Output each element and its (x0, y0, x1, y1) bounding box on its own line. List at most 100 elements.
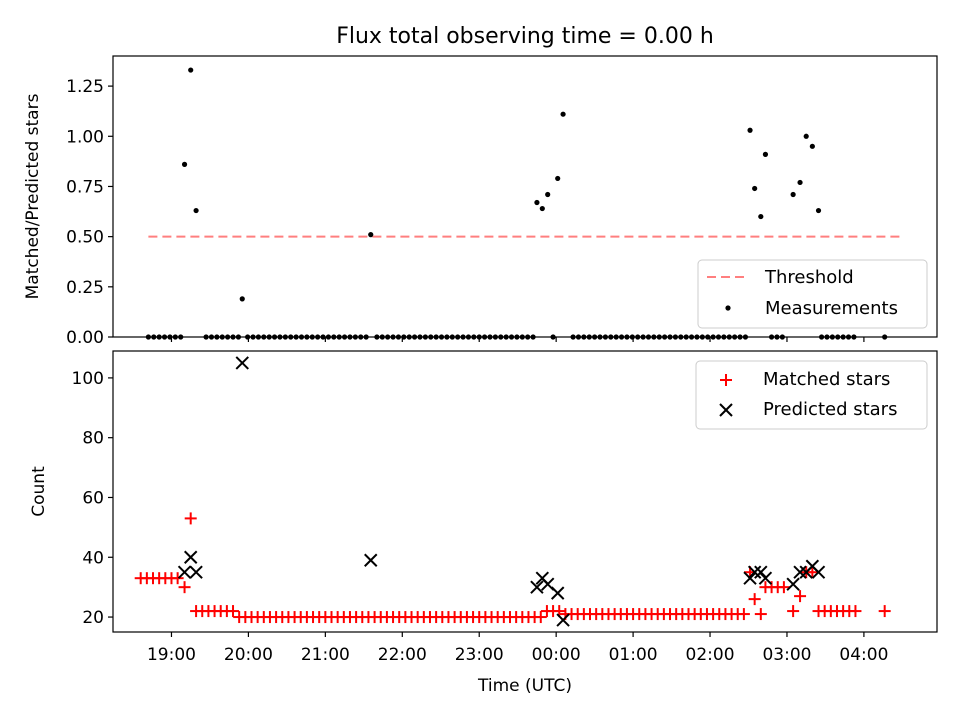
bottom-y-tick-label: 80 (82, 429, 104, 449)
bottom-x-tick-label: 04:00 (839, 645, 888, 665)
matched-star-marker (171, 572, 184, 585)
bottom-x-tick-label: 02:00 (686, 645, 735, 665)
matched-star-marker (754, 608, 767, 621)
bottom-legend-box (695, 360, 928, 430)
top-y-ticks: 0.00 0.25 0.50 0.75 1.00 1.25 (66, 77, 113, 348)
measurement-point (762, 151, 769, 157)
top-y-tick-label: 0.75 (66, 177, 104, 197)
legend-predicted-label: Predicted stars (763, 399, 897, 420)
bottom-x-tick-label: 22:00 (378, 645, 427, 665)
top-y-tick-label: 1.25 (66, 77, 104, 97)
measurement-point (555, 175, 561, 182)
top-y-tick-label: 1.00 (66, 127, 104, 147)
measurement-point (797, 179, 803, 186)
bottom-x-ticks: 19:00 20:00 21:00 22:00 23:00 00:00 01:00 02:00… (147, 632, 888, 665)
predicted-star-stroke-b (805, 559, 820, 573)
predicted-star-marker (556, 613, 570, 627)
measurement-point (752, 185, 758, 192)
predicted-star-stroke-b (550, 586, 565, 600)
top-y-tick-label: 0.50 (66, 228, 104, 248)
predicted-star-marker (364, 553, 378, 567)
bottom-x-tick-label: 21:00 (301, 645, 350, 665)
measurement-point (747, 127, 753, 133)
measurement-point (758, 213, 764, 220)
predicted-star-marker (235, 356, 249, 370)
bottom-y-tick-label: 100 (72, 369, 104, 389)
measurement-point (188, 67, 194, 73)
measurement-point (534, 199, 540, 206)
legend-threshold-label: Threshold (764, 267, 854, 288)
predicted-star-marker (786, 577, 800, 591)
x-axis-label: Time (UTC) (477, 676, 572, 696)
bottom-y-axis-label: Count (29, 466, 49, 517)
bottom-y-tick-label: 20 (82, 608, 104, 628)
predicted-star-marker (811, 565, 826, 579)
predicted-star-marker (189, 565, 203, 579)
measurement-point (368, 232, 374, 238)
top-plot-frame (112, 55, 938, 338)
measurement-point (181, 161, 188, 167)
bottom-y-tick-label: 40 (82, 548, 104, 568)
predicted-star-stroke-b (540, 577, 555, 591)
bottom-y-tick-label: 60 (82, 488, 104, 508)
matched-star-marker (227, 605, 240, 618)
bottom-y-ticks: 20 40 60 80 100 (72, 369, 113, 628)
bottom-plot-marks (134, 356, 891, 627)
matched-star-marker (849, 605, 862, 618)
predicted-star-marker (177, 565, 192, 579)
predicted-star-marker (530, 580, 544, 594)
matched-star-marker (534, 611, 547, 624)
bottom-plot-frame (112, 350, 938, 633)
predicted-star-marker (550, 586, 565, 600)
predicted-star-marker (747, 565, 762, 579)
matched-star-marker (737, 608, 750, 621)
matched-star-marker (787, 605, 800, 618)
predicted-star-marker (183, 550, 198, 564)
bottom-x-tick-label: 23:00 (455, 645, 504, 665)
predicted-star-stroke-b (793, 565, 807, 579)
top-y-tick-label: 0.00 (66, 328, 104, 348)
matched-star-marker (777, 581, 790, 594)
bottom-x-tick-label: 01:00 (609, 645, 658, 665)
legend-predicted-swatch (719, 403, 733, 417)
predicted-star-stroke-b (235, 356, 249, 370)
measurement-point (815, 207, 822, 214)
matched-star-marker (806, 566, 819, 579)
measurement-point (193, 207, 199, 214)
top-x-ticks (170, 337, 865, 342)
predicted-star-stroke-b (786, 577, 800, 591)
predicted-star-marker (793, 565, 807, 579)
bottom-x-tick-label: 19:00 (147, 645, 196, 665)
predicted-star-stroke-b (556, 613, 570, 627)
measurement-point (560, 111, 566, 117)
predicted-star-marker (758, 571, 773, 585)
measurement-point (809, 143, 815, 149)
predicted-star-stroke-b (758, 571, 773, 585)
top-y-axis-label: Matched/Predicted stars (23, 93, 43, 299)
matched-star-marker (878, 605, 891, 618)
top-y-tick-label: 0.25 (66, 278, 104, 298)
legend-matched-label: Matched stars (763, 369, 890, 390)
legend-measurements-swatch (725, 305, 731, 311)
top-axes: 0.00 0.25 0.50 0.75 1.00 1.25 Matched/Predict… (23, 55, 938, 348)
top-legend: Threshold Measurements (697, 259, 928, 329)
bottom-x-tick-label: 03:00 (762, 645, 811, 665)
bottom-legend: Matched stars Predicted stars (695, 360, 928, 430)
measurement-point (539, 205, 545, 212)
bottom-axes: 20 40 60 80 100 19:00 20:00 21:00 22:00 23:00 00:… (29, 350, 938, 696)
chart-title: Flux total observing time = 0.00 h (336, 24, 714, 49)
measurement-point (545, 191, 551, 198)
predicted-star-stroke-b (183, 550, 198, 564)
matched-star-marker (748, 593, 761, 606)
predicted-star-stroke-b (747, 565, 762, 579)
bottom-x-tick-label: 20:00 (224, 645, 273, 665)
legend-matched-swatch (720, 374, 732, 386)
top-legend-box (697, 259, 928, 329)
legend-measurements-label: Measurements (765, 298, 898, 319)
matched-star-marker (794, 590, 807, 603)
predicted-star-stroke-b (364, 553, 378, 567)
predicted-star-stroke-b (189, 565, 203, 579)
predicted-star-stroke-b (811, 565, 826, 579)
matched-star-marker (178, 581, 191, 594)
